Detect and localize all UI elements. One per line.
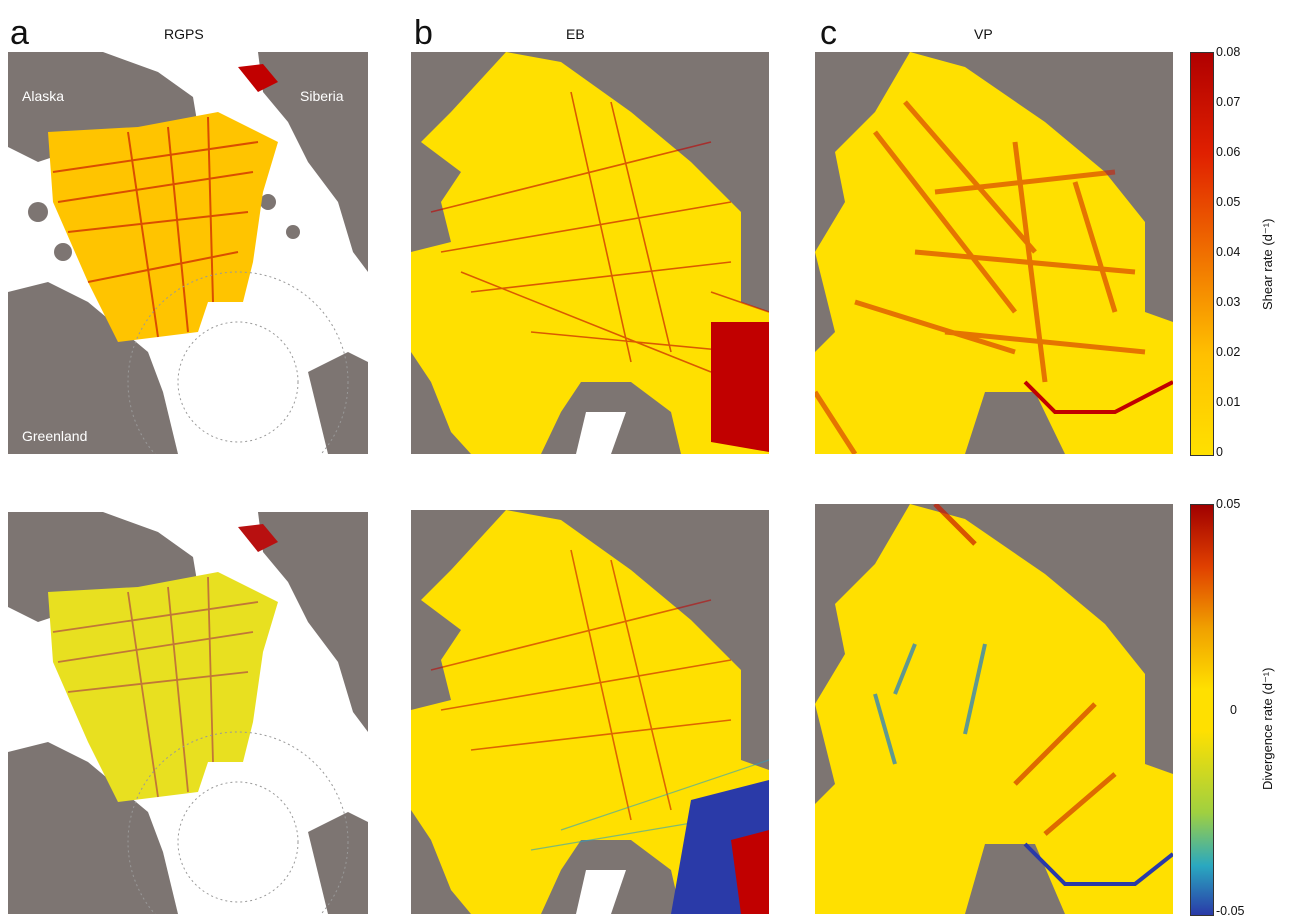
divergence-colorbar-label: Divergence rate (d⁻¹) <box>1260 667 1275 790</box>
panel-title-rgps: RGPS <box>164 26 204 42</box>
shear-tick-0.02: 0.02 <box>1216 345 1241 359</box>
divergence-tick-0.05: 0.05 <box>1216 497 1241 511</box>
shear-tick-0.07: 0.07 <box>1216 95 1241 109</box>
panel-letter-a: a <box>10 14 29 52</box>
map-vp-divergence <box>815 504 1173 914</box>
shear-tick-0.01: 0.01 <box>1216 395 1241 409</box>
panel-letter-b: b <box>414 14 433 52</box>
shear-colorbar <box>1190 52 1214 456</box>
shear-tick-0.06: 0.06 <box>1216 145 1241 159</box>
panel-letter-c: c <box>820 14 837 52</box>
panel-title-vp: VP <box>974 26 993 42</box>
map-eb-shear <box>411 52 769 454</box>
map-rgps-divergence <box>8 512 368 914</box>
map-rgps-shear <box>8 52 368 454</box>
shear-tick-0.03: 0.03 <box>1216 295 1241 309</box>
shear-tick-0: 0 <box>1216 445 1223 459</box>
divergence-tick-0: 0 <box>1230 703 1237 717</box>
map-eb-divergence <box>411 510 769 914</box>
label-greenland: Greenland <box>22 428 88 444</box>
divergence-colorbar <box>1190 504 1214 916</box>
divergence-tick-neg-0.05: -0.05 <box>1216 904 1245 918</box>
shear-colorbar-label: Shear rate (d⁻¹) <box>1260 218 1275 310</box>
panel-title-eb: EB <box>566 26 585 42</box>
shear-tick-0.04: 0.04 <box>1216 245 1241 259</box>
shear-tick-0.08: 0.08 <box>1216 45 1241 59</box>
map-vp-shear <box>815 52 1173 454</box>
label-alaska: Alaska <box>22 88 65 104</box>
shear-tick-0.05: 0.05 <box>1216 195 1241 209</box>
label-siberia: Siberia <box>300 88 344 104</box>
